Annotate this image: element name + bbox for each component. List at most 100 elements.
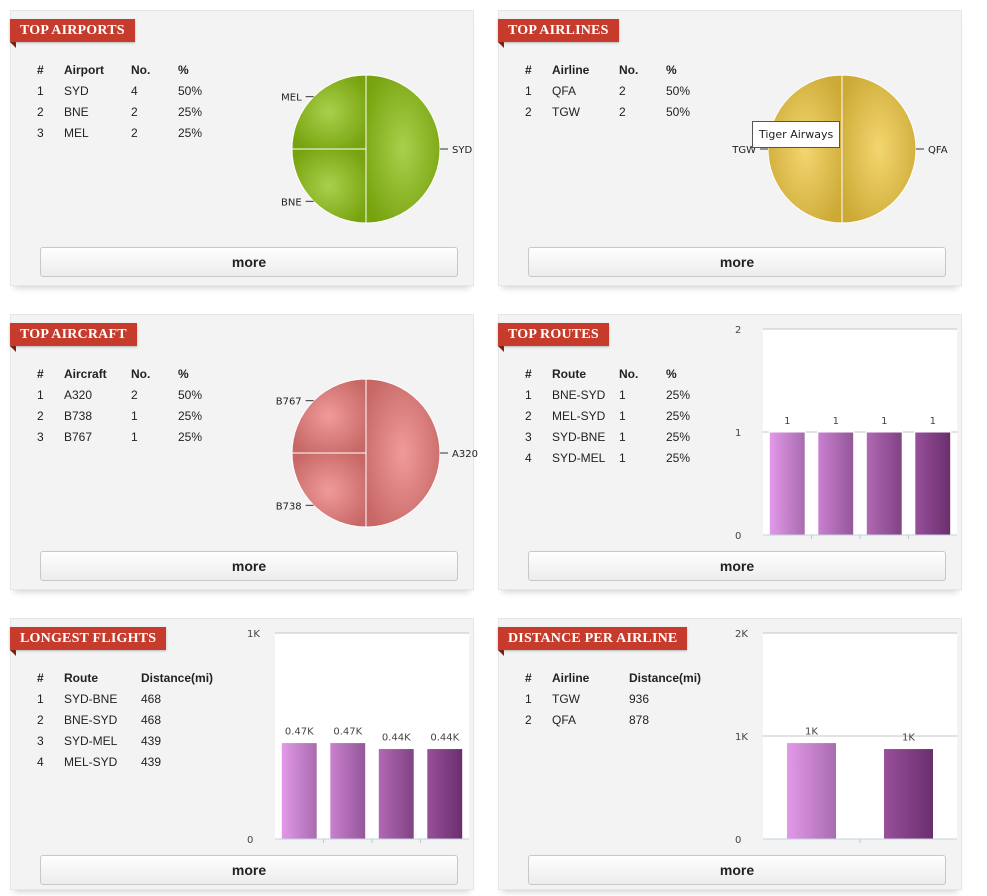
cell: QFA: [552, 83, 577, 98]
top-airports-panel: TOP AIRPORTS # Airport No. % 1 SYD 4 50% 2 B…: [10, 10, 474, 286]
cell: 3: [37, 429, 44, 444]
cell: 2: [37, 408, 44, 423]
col-header: Route: [552, 366, 586, 381]
bar[interactable]: [883, 748, 934, 840]
airlines-more-button[interactable]: more: [528, 247, 946, 277]
routes-more-button[interactable]: more: [528, 551, 946, 581]
table-row: 1 SYD 4 50%: [37, 80, 202, 101]
longest-table: # Route Distance(mi) 1 SYD-BNE 468 2 BNE-SY…: [37, 667, 213, 772]
table-row: 3 B767 1 25%: [37, 426, 202, 447]
bar[interactable]: [768, 431, 806, 536]
col-header: Airline: [552, 62, 590, 77]
pie-slice[interactable]: [365, 74, 441, 224]
table-header-row: # Route Distance(mi): [37, 667, 213, 688]
table-row: 2 BNE-SYD 468: [37, 709, 213, 730]
y-tick-label: 0: [735, 835, 741, 846]
cell: 1: [525, 387, 532, 402]
bar[interactable]: [914, 431, 952, 536]
top-airlines-panel: TOP AIRLINES # Airline No. % 1 QFA 2 50% 2 T…: [498, 10, 962, 286]
bar[interactable]: [280, 742, 318, 840]
pie-label: MEL: [281, 93, 302, 104]
cell: 3: [525, 429, 532, 444]
cell: 25%: [178, 408, 203, 423]
cell: 1: [619, 408, 626, 423]
cell: 1: [619, 429, 626, 444]
routes-table: # Route No. % 1 BNE-SYD 1 25% 2 MEL-SYD 1 25% …: [525, 363, 690, 468]
cell: 4: [37, 754, 44, 769]
cell: 25%: [666, 450, 691, 465]
distance-per-airline-panel: DISTANCE PER AIRLINE # Airline Distance(…: [498, 618, 962, 890]
aircraft-more-button[interactable]: more: [40, 551, 458, 581]
y-tick-label: 2K: [735, 629, 748, 640]
col-header: %: [178, 366, 189, 381]
pie-slice[interactable]: [291, 378, 367, 454]
airlines-table: # Airline No. % 1 QFA 2 50% 2 TGW 2 50%: [525, 59, 690, 122]
bar-data-label: 1: [833, 416, 839, 427]
bar[interactable]: [377, 748, 415, 840]
cell: 936: [629, 691, 650, 706]
distance-bar-chart: 0 1K 2K 1K 1K: [735, 629, 957, 846]
table-row: 3 SYD-MEL 439: [37, 730, 213, 751]
cell: 2: [131, 387, 138, 402]
table-header-row: # Airline No. %: [525, 59, 690, 80]
bar-data-label: 0.47K: [285, 727, 314, 738]
cell: 50%: [178, 83, 203, 98]
table-header-row: # Aircraft No. %: [37, 363, 202, 384]
cell: 2: [37, 712, 44, 727]
bar[interactable]: [817, 431, 855, 536]
airports-more-button[interactable]: more: [40, 247, 458, 277]
bar[interactable]: [786, 742, 837, 840]
pie-slice[interactable]: [291, 148, 367, 224]
cell: 2: [525, 712, 532, 727]
col-header: Aircraft: [64, 366, 107, 381]
col-header: Distance(mi): [629, 670, 702, 685]
table-row: 3 MEL 2 25%: [37, 122, 202, 143]
table-row: 2 MEL-SYD 1 25%: [525, 405, 690, 426]
table-row: 2 TGW 2 50%: [525, 101, 690, 122]
aircraft-pie-chart: A320 B738 B767: [276, 378, 478, 528]
bar-data-label: 1: [881, 416, 887, 427]
cell: B767: [64, 429, 93, 444]
pie-slice[interactable]: [841, 74, 917, 224]
pie-label: QFA: [928, 145, 948, 156]
col-header: #: [525, 62, 532, 77]
col-header: #: [37, 670, 44, 685]
distance-more-button[interactable]: more: [528, 855, 946, 885]
bar[interactable]: [865, 431, 903, 536]
pie-slice[interactable]: [291, 452, 367, 528]
table-header-row: # Airport No. %: [37, 59, 202, 80]
cell: 3: [37, 125, 44, 140]
airports-pie-chart: SYD BNE MEL: [281, 74, 472, 224]
pie-slice[interactable]: [365, 378, 441, 528]
table-row: 2 BNE 2 25%: [37, 101, 202, 122]
bar[interactable]: [426, 748, 464, 840]
pie-slice[interactable]: [767, 74, 843, 224]
cell: 50%: [666, 83, 691, 98]
cell: A320: [64, 387, 93, 402]
longest-more-button[interactable]: more: [40, 855, 458, 885]
col-header: #: [525, 670, 532, 685]
bar-data-label: 1: [784, 416, 790, 427]
cell: 1: [525, 691, 532, 706]
cell: BNE-SYD: [552, 387, 606, 402]
cell: 1: [131, 429, 138, 444]
cell: 25%: [666, 408, 691, 423]
bar-data-label: 1: [930, 416, 936, 427]
bar-data-label: 1K: [805, 727, 818, 738]
panel-title: LONGEST FLIGHTS: [10, 627, 167, 656]
pie-label: A320: [452, 449, 478, 460]
cell: 1: [525, 83, 532, 98]
cell: SYD-BNE: [64, 691, 118, 706]
cell: 1: [37, 691, 44, 706]
table-row: 2 QFA 878: [525, 709, 701, 730]
cell: 4: [131, 83, 138, 98]
cell: 50%: [666, 104, 691, 119]
col-header: %: [666, 366, 677, 381]
cell: 468: [141, 712, 162, 727]
col-header: %: [178, 62, 189, 77]
table-row: 2 B738 1 25%: [37, 405, 202, 426]
col-header: No.: [619, 366, 639, 381]
bar-data-label: 0.47K: [333, 727, 362, 738]
bar[interactable]: [329, 742, 367, 840]
pie-slice[interactable]: [291, 74, 367, 150]
